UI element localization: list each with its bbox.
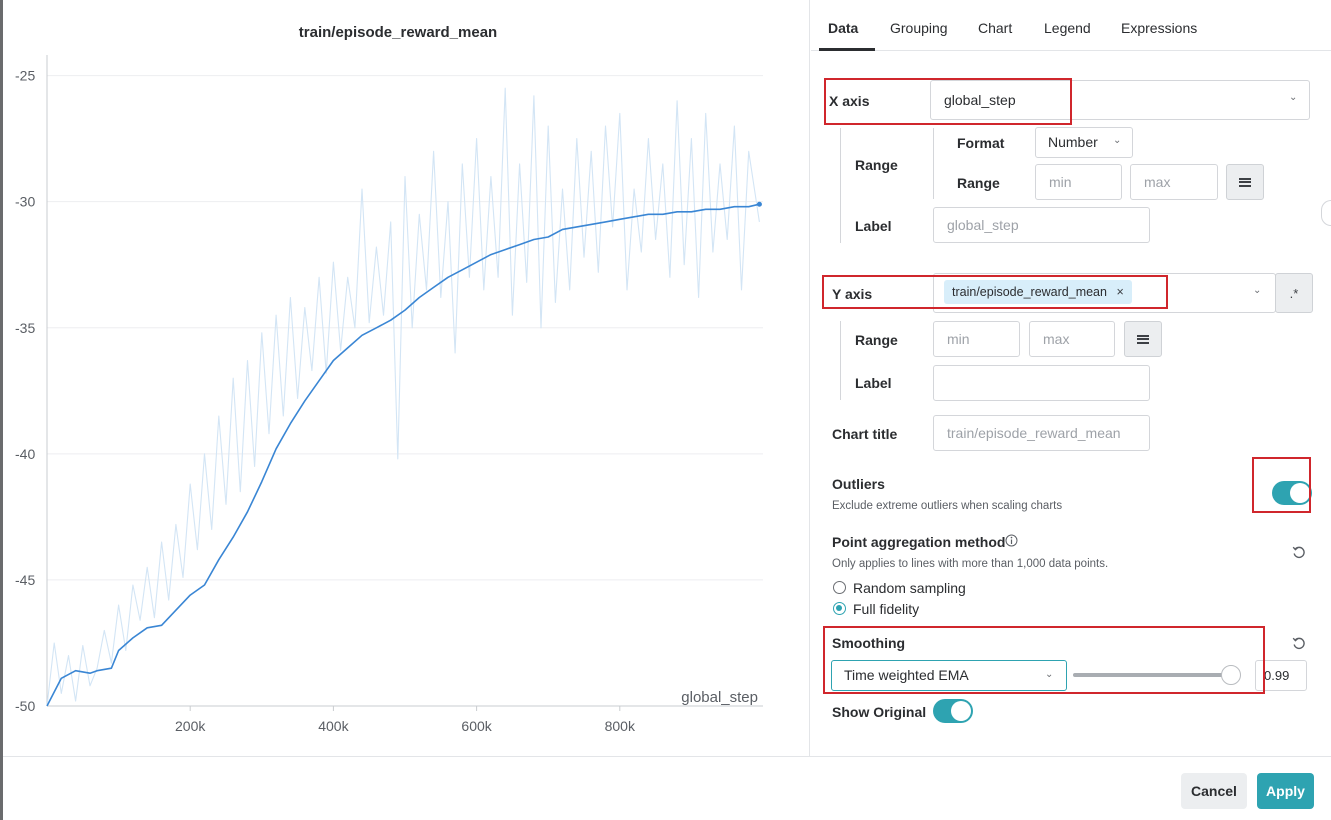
outliers-description: Exclude extreme outliers when scaling ch… [832, 500, 1063, 512]
smoothing-slider-handle[interactable] [1221, 665, 1242, 685]
x-range-max-input[interactable]: max [1130, 164, 1218, 200]
apply-button[interactable]: Apply [1257, 773, 1314, 809]
x-range-options-button[interactable] [1226, 164, 1264, 200]
point-aggregation-description: Only applies to lines with more than 1,0… [832, 558, 1109, 570]
x-range-sub-label: Range [957, 175, 1000, 191]
outliers-label: Outliers [832, 476, 885, 492]
x-range-label: Range [855, 157, 898, 173]
y-axis-title-label: Label [855, 375, 892, 391]
y-range-max-input[interactable]: max [1029, 321, 1115, 357]
y-axis-group-line [840, 321, 841, 400]
original-series-line [46, 87, 760, 707]
reset-icon[interactable] [1292, 636, 1306, 650]
info-icon[interactable] [1005, 534, 1018, 547]
show-original-toggle[interactable] [933, 699, 973, 723]
chevron-down-icon: ⌄ [1045, 669, 1054, 680]
side-handle [1321, 200, 1331, 226]
y-tick-label: -30 [15, 194, 35, 210]
x-axis-value: global_step [944, 92, 1016, 108]
tab-data[interactable]: Data [828, 20, 859, 36]
smoothing-highlight [823, 626, 1265, 694]
chevron-down-icon: ⌄ [1113, 135, 1122, 146]
reset-icon[interactable] [1292, 545, 1306, 559]
x-format-value: Number [1048, 134, 1098, 150]
y-tick-label: -40 [15, 446, 35, 462]
chart-title: train/episode_reward_mean [298, 24, 498, 41]
y-axis-title-input[interactable] [933, 365, 1150, 401]
point-aggregation-label: Point aggregation method [832, 534, 1006, 550]
outliers-highlight [1252, 457, 1311, 513]
chart-preview: train/episode_reward_mean -25 -30 -35 -40 -4… [3, 0, 810, 756]
x-format-select[interactable]: Number [1035, 127, 1133, 158]
x-axis-title: global_step [681, 689, 758, 706]
y-range-label: Range [855, 332, 898, 348]
regex-icon: .* [1289, 285, 1299, 301]
x-tick-label: 400k [318, 718, 349, 734]
radio-random-sampling[interactable] [833, 581, 846, 594]
y-range-min-input[interactable]: min [933, 321, 1020, 357]
show-original-label: Show Original [832, 704, 927, 720]
settings-tabs: Data Grouping Chart Legend Expressions [811, 0, 1331, 51]
tab-expressions[interactable]: Expressions [1121, 20, 1198, 36]
smoothing-label: Smoothing [832, 635, 906, 651]
smoothing-method-value: Time weighted EMA [844, 667, 969, 683]
y-tick-label: -35 [15, 320, 35, 336]
x-axis-highlight [824, 78, 1072, 125]
x-tick-label: 800k [605, 718, 636, 734]
radio-full-fidelity-label: Full fidelity [853, 601, 920, 617]
chart-title-input[interactable]: train/episode_reward_mean [933, 415, 1150, 451]
outliers-toggle[interactable] [1272, 481, 1312, 505]
chevron-down-icon: ⌄ [1253, 285, 1262, 296]
smoothing-method-select[interactable]: Time weighted EMA [831, 660, 1067, 691]
y-tick-label: -45 [15, 572, 35, 588]
smoothed-series-line [46, 203, 760, 707]
settings-panel: Data Grouping Chart Legend Expressions X… [811, 0, 1331, 756]
menu-lines-icon [1239, 177, 1251, 187]
y-tick-label: -25 [15, 68, 35, 84]
y-range-options-button[interactable] [1124, 321, 1162, 357]
tab-chart[interactable]: Chart [978, 20, 1013, 36]
y-metric-chip-label: train/episode_reward_mean [952, 285, 1107, 299]
chevron-down-icon: ⌄ [1289, 92, 1298, 103]
chart-title-label: Chart title [832, 426, 898, 442]
cancel-button[interactable]: Cancel [1181, 773, 1247, 809]
y-metric-chip[interactable]: train/episode_reward_mean × [944, 280, 1132, 304]
y-axis-label: Y axis [832, 286, 873, 302]
series-end-marker [756, 201, 762, 207]
x-axis-select[interactable]: global_step [930, 80, 1310, 120]
x-axis-group-line [840, 128, 841, 243]
tab-legend[interactable]: Legend [1044, 20, 1091, 36]
smoothing-slider-track[interactable] [1073, 673, 1233, 677]
menu-lines-icon [1137, 334, 1149, 344]
x-axis-title-input[interactable]: global_step [933, 207, 1150, 243]
x-axis-title-label: Label [855, 218, 892, 234]
modal-backdrop [0, 0, 3, 820]
modal-footer: Cancel Apply [3, 756, 1331, 820]
y-tick-label: -50 [15, 698, 35, 714]
x-tick-label: 200k [175, 718, 206, 734]
x-tick-label: 600k [461, 718, 492, 734]
radio-random-sampling-label: Random sampling [853, 580, 966, 596]
line-chart: -25 -30 -35 -40 -45 -50 200k 400k 600k 800k global… [15, 55, 763, 734]
y-axis-highlight [822, 275, 1168, 309]
tab-grouping[interactable]: Grouping [890, 20, 948, 36]
radio-full-fidelity[interactable] [833, 602, 846, 615]
x-range-min-input[interactable]: min [1035, 164, 1122, 200]
close-icon[interactable]: × [1116, 285, 1124, 299]
chart-edit-modal: train/episode_reward_mean -25 -30 -35 -40 -4… [3, 0, 1331, 820]
x-axis-label: X axis [829, 93, 870, 109]
x-format-label: Format [957, 135, 1005, 151]
regex-toggle-button[interactable]: .* [1275, 273, 1313, 313]
active-tab-indicator [819, 48, 875, 51]
x-range-group-line [933, 128, 934, 199]
